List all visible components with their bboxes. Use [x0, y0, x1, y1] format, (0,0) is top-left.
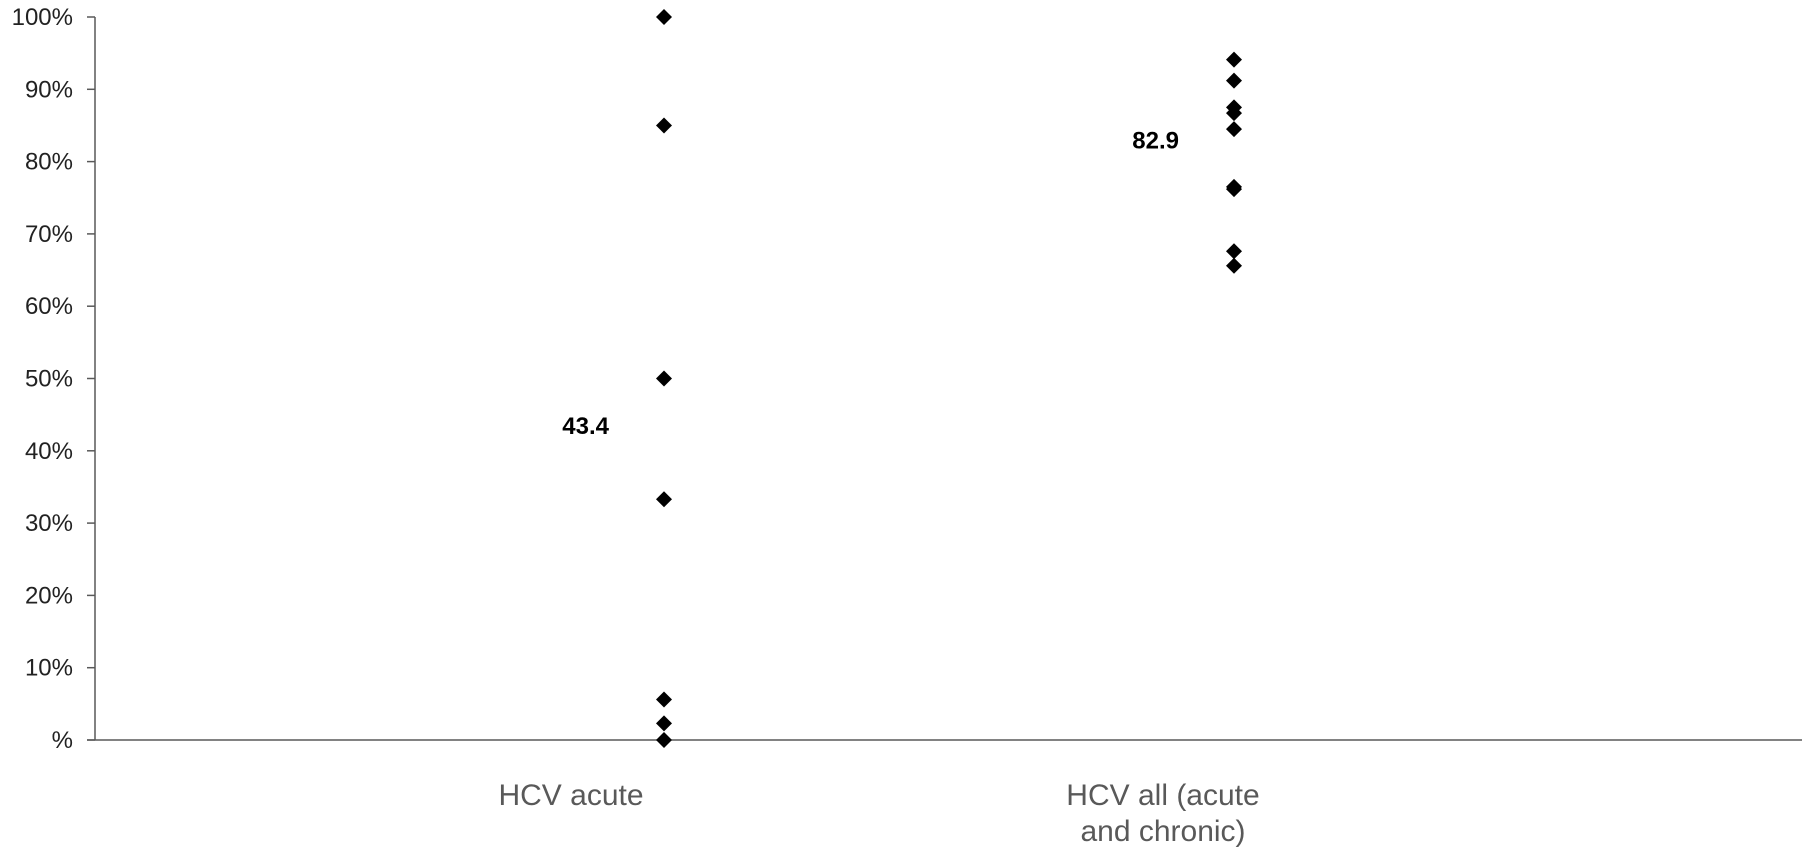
data-point-diamond — [656, 117, 672, 134]
y-tick-label: 80% — [25, 149, 73, 176]
y-tick-label: 20% — [25, 582, 73, 609]
mean-value-label: 43.4 — [562, 413, 609, 440]
data-point-diamond — [1226, 105, 1242, 122]
data-point-diamond — [1226, 72, 1242, 89]
x-category-label: HCV all (acute — [1066, 779, 1259, 812]
data-point-diamond — [1226, 243, 1242, 260]
mean-value-label: 82.9 — [1132, 128, 1179, 155]
y-tick-label: 100% — [12, 4, 73, 31]
y-tick-label: 40% — [25, 438, 73, 465]
data-point-diamond — [656, 370, 672, 387]
y-tick-label: 70% — [25, 221, 73, 248]
y-tick-label: 50% — [25, 366, 73, 393]
x-category-label: and chronic) — [1080, 815, 1245, 848]
data-point-diamond — [656, 9, 672, 25]
y-tick-label: 60% — [25, 293, 73, 320]
data-point-diamond — [1226, 181, 1242, 198]
data-point-diamond — [656, 715, 672, 732]
y-tick-label: 30% — [25, 510, 73, 537]
y-tick-label: 10% — [25, 655, 73, 682]
y-tick-label: 90% — [25, 76, 73, 103]
data-point-diamond — [1226, 121, 1242, 138]
data-point-diamond — [1226, 51, 1242, 68]
data-point-diamond — [1226, 257, 1242, 274]
y-tick-label: % — [52, 727, 73, 754]
data-point-diamond — [656, 491, 672, 508]
data-point-diamond — [656, 691, 672, 708]
x-category-label: HCV acute — [498, 779, 643, 812]
data-point-diamond — [656, 732, 672, 748]
